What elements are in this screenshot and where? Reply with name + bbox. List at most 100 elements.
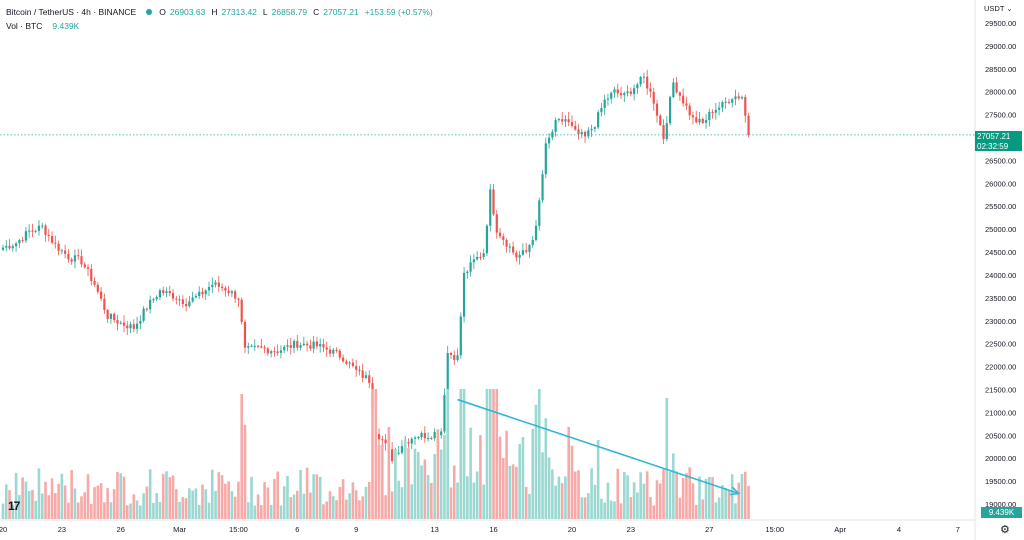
candle-body	[731, 99, 734, 103]
volume-bar	[269, 504, 273, 519]
volume-bar	[76, 502, 80, 519]
candle-body	[126, 325, 129, 329]
tradingview-logo[interactable]: 17	[8, 499, 20, 513]
candle-body	[466, 271, 469, 273]
volume-bar	[570, 445, 574, 519]
candle-body	[286, 345, 289, 347]
high-label: H	[211, 7, 218, 17]
candle-body	[57, 243, 60, 251]
volume-bar	[103, 502, 106, 519]
gear-icon[interactable]: ⚙	[1000, 524, 1010, 536]
volume-bar	[668, 471, 672, 519]
candle-body	[610, 92, 613, 99]
candle-body	[50, 236, 54, 243]
bar-countdown: 02:32:59	[977, 141, 1009, 151]
candle-body	[312, 341, 315, 349]
candle-body	[381, 439, 384, 441]
volume-bar	[175, 489, 178, 519]
candle-body	[5, 245, 8, 248]
symbol-title[interactable]: Bitcoin / TetherUS · 4h · BINANCE	[6, 7, 137, 17]
candle-body	[675, 82, 678, 93]
volume-bar	[96, 485, 100, 519]
candle-body	[21, 239, 24, 241]
volume-bar	[623, 471, 626, 519]
candle-body	[224, 288, 227, 291]
candle-body	[181, 299, 184, 305]
y-tick-label: 19500.00	[985, 477, 1016, 486]
volume-bar	[289, 497, 293, 519]
currency-selector[interactable]: USDT ⌄	[984, 4, 1013, 13]
volume-bar	[364, 486, 368, 519]
volume-bar	[197, 504, 201, 519]
volume-bar	[210, 469, 214, 519]
candle-body	[423, 432, 426, 439]
y-tick-label: 29000.00	[985, 42, 1016, 51]
volume-bar	[112, 489, 116, 519]
volume-bar	[619, 503, 623, 519]
volume-bar	[636, 492, 639, 519]
candle-body	[11, 246, 14, 249]
volume-bar	[207, 502, 211, 519]
candle-body	[505, 239, 508, 247]
volume-bar	[466, 476, 469, 519]
candle-body	[234, 291, 237, 299]
candle-body	[407, 442, 410, 444]
volume-bar	[116, 471, 119, 519]
volume-bar	[266, 487, 270, 519]
volume-bar	[132, 494, 136, 519]
volume-bar	[544, 418, 548, 519]
candle-body	[44, 225, 47, 235]
candle-body	[561, 119, 564, 122]
candle-body	[139, 320, 142, 324]
candle-body	[718, 107, 721, 110]
candle-body	[629, 91, 632, 94]
candle-body	[619, 93, 623, 96]
candle-body	[230, 291, 233, 294]
volume-bar	[479, 435, 482, 519]
candle-body	[73, 255, 77, 262]
candle-body	[240, 299, 243, 322]
y-tick-label: 26000.00	[985, 179, 1016, 188]
x-tick-label: 20	[0, 525, 7, 534]
candle-body	[109, 313, 113, 319]
volume-bar	[381, 444, 384, 519]
candle-body	[54, 242, 57, 244]
candle-body	[122, 322, 126, 326]
volume-label[interactable]: Vol · BTC	[6, 21, 43, 31]
candle-body	[201, 291, 204, 295]
candle-body	[701, 118, 704, 123]
candle-body	[64, 250, 67, 254]
volume-bar	[593, 484, 597, 519]
volume-bar	[397, 480, 400, 519]
candle-body	[672, 82, 675, 98]
volume-bar	[642, 483, 646, 519]
candle-body	[345, 361, 348, 364]
x-tick-label: Mar	[173, 525, 186, 534]
candle-body	[446, 353, 449, 395]
candle-body	[727, 101, 731, 103]
candle-body	[220, 286, 224, 289]
volume-bar	[194, 488, 198, 519]
candle-body	[270, 351, 273, 354]
candle-body	[583, 131, 587, 137]
volume-bar	[276, 471, 279, 519]
low-value: 26858.79	[271, 7, 308, 17]
volume-bar	[616, 468, 620, 519]
candle-body	[577, 129, 580, 135]
volume-bar	[279, 505, 283, 519]
volume-bar	[31, 489, 34, 519]
last-price-value: 27057.21	[977, 132, 1011, 141]
volume-bar	[217, 472, 221, 519]
volume-bar	[462, 389, 466, 519]
volume-bar	[351, 482, 355, 519]
volume-bar	[449, 487, 453, 519]
volume-bar	[50, 478, 54, 519]
candle-body	[204, 290, 207, 295]
volume-bar	[743, 471, 747, 519]
volume-bar	[488, 389, 492, 519]
volume-bar	[158, 502, 162, 519]
candle-body	[116, 320, 119, 324]
candle-body	[708, 111, 711, 121]
candle-body	[155, 297, 158, 300]
